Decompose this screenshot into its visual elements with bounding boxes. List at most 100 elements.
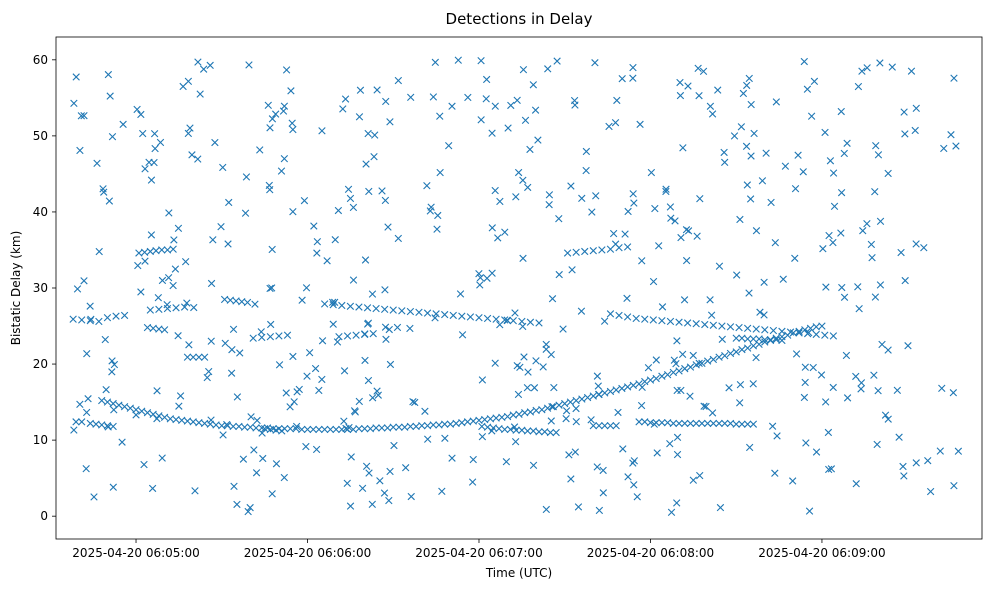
track-point bbox=[806, 324, 815, 333]
clutter-point bbox=[629, 74, 637, 82]
clutter-point bbox=[822, 283, 830, 291]
clutter-point bbox=[794, 151, 802, 159]
clutter-point bbox=[147, 176, 156, 184]
track-point bbox=[761, 336, 769, 344]
clutter-point bbox=[567, 475, 575, 483]
clutter-point bbox=[530, 384, 539, 392]
clutter-point bbox=[100, 188, 108, 196]
clutter-point bbox=[644, 364, 653, 372]
clutter-point bbox=[545, 200, 553, 209]
clutter-point bbox=[873, 440, 881, 449]
track-point bbox=[675, 367, 683, 375]
clutter-point bbox=[380, 489, 389, 497]
clutter-point bbox=[494, 234, 502, 242]
track-point bbox=[120, 311, 129, 320]
track-point bbox=[566, 398, 575, 406]
clutter-point bbox=[550, 383, 558, 392]
clutter-point bbox=[673, 386, 681, 395]
clutter-point bbox=[272, 460, 281, 468]
track-point bbox=[515, 410, 523, 418]
clutter-point bbox=[637, 401, 646, 410]
clutter-point bbox=[904, 342, 912, 350]
track-point bbox=[675, 318, 683, 326]
clutter-point bbox=[482, 75, 491, 84]
clutter-point bbox=[682, 256, 691, 265]
track-point bbox=[332, 425, 340, 434]
track-point bbox=[749, 420, 758, 428]
clutter-point bbox=[394, 76, 403, 85]
clutter-point bbox=[70, 426, 78, 434]
clutter-point bbox=[548, 402, 556, 411]
clutter-point bbox=[169, 281, 177, 290]
clutter-point bbox=[503, 316, 511, 324]
clutter-point bbox=[266, 124, 274, 132]
clutter-point bbox=[871, 293, 880, 301]
clutter-point bbox=[199, 65, 208, 73]
clutter-point bbox=[77, 112, 86, 120]
clutter-point bbox=[429, 93, 438, 101]
clutter-point bbox=[829, 383, 837, 392]
track-point bbox=[343, 425, 352, 434]
clutter-point bbox=[911, 126, 919, 135]
clutter-point bbox=[148, 484, 157, 493]
clutter-point bbox=[108, 133, 117, 141]
clutter-point bbox=[630, 481, 638, 489]
clutter-point bbox=[468, 478, 477, 486]
clutter-point bbox=[954, 447, 963, 455]
clutter-point bbox=[706, 296, 714, 304]
clutter-point bbox=[694, 64, 702, 72]
clutter-point bbox=[186, 124, 194, 132]
clutter-point bbox=[749, 380, 757, 388]
clutter-point bbox=[311, 364, 320, 373]
clutter-point bbox=[520, 353, 528, 361]
track-point bbox=[160, 413, 169, 421]
clutter-point bbox=[912, 240, 920, 248]
clutter-point bbox=[653, 449, 661, 457]
clutter-point bbox=[667, 508, 676, 516]
clutter-point bbox=[318, 127, 326, 135]
clutter-point bbox=[394, 234, 403, 243]
clutter-point bbox=[242, 173, 251, 181]
track-point bbox=[72, 418, 80, 426]
track-point bbox=[732, 348, 740, 356]
clutter-point bbox=[592, 192, 600, 200]
clutter-point bbox=[772, 98, 781, 106]
track-point bbox=[675, 419, 683, 428]
track-point bbox=[335, 332, 343, 341]
clutter-point bbox=[340, 367, 349, 375]
clutter-point bbox=[524, 368, 532, 376]
clutter-point bbox=[714, 86, 722, 94]
track-point bbox=[589, 392, 597, 400]
clutter-point bbox=[72, 73, 80, 81]
clutter-point bbox=[872, 142, 880, 150]
clutter-point bbox=[600, 317, 609, 325]
clutter-point bbox=[708, 110, 717, 118]
track-point bbox=[183, 353, 192, 361]
clutter-point bbox=[807, 112, 816, 120]
clutter-point bbox=[542, 345, 550, 353]
clutter-point bbox=[300, 196, 309, 205]
clutter-point bbox=[912, 104, 920, 112]
clutter-point bbox=[630, 199, 638, 207]
clutter-point bbox=[750, 129, 758, 138]
clutter-point bbox=[743, 181, 752, 189]
clutter-point bbox=[565, 451, 573, 459]
clutter-point bbox=[448, 102, 456, 110]
track-point bbox=[803, 329, 812, 338]
track-point bbox=[155, 305, 163, 313]
track-point bbox=[441, 420, 449, 428]
track-point bbox=[738, 345, 746, 354]
track-point bbox=[669, 419, 678, 428]
track-point bbox=[466, 313, 475, 321]
clutter-point bbox=[245, 61, 253, 69]
clutter-point bbox=[513, 96, 521, 105]
clutter-point bbox=[411, 398, 419, 407]
clutter-point bbox=[507, 101, 515, 110]
clutter-point bbox=[673, 450, 682, 459]
clutter-point bbox=[374, 391, 382, 399]
clutter-point bbox=[895, 433, 903, 441]
track-point bbox=[286, 425, 295, 433]
clutter-point bbox=[805, 507, 814, 515]
track-point bbox=[818, 322, 826, 330]
clutter-point bbox=[119, 120, 127, 129]
